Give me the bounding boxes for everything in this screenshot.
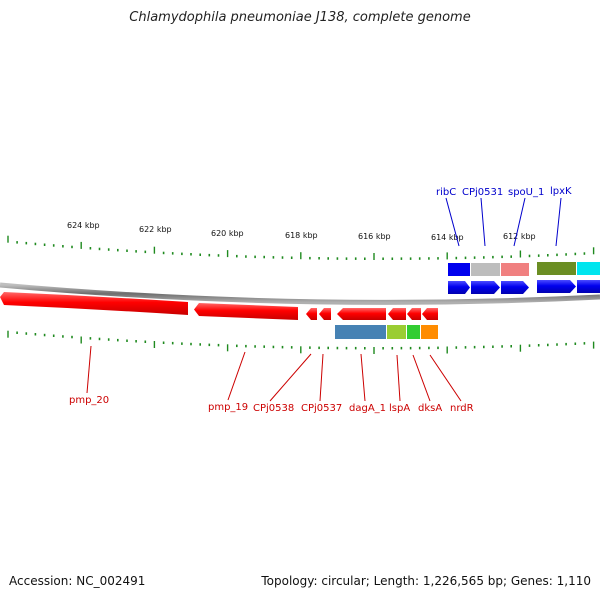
gene-arrow-dagA_1[interactable] xyxy=(337,308,386,320)
gene-arrow-forward-partial[interactable] xyxy=(577,280,600,293)
forward-labels: ribC CPj0531 spoU_1 lpxK xyxy=(436,186,572,198)
leader-line-nrdR xyxy=(429,354,462,402)
scale-label: 612 kbp xyxy=(503,232,536,241)
scale-label: 614 kbp xyxy=(431,233,464,242)
accession-label: Accession: NC_002491 xyxy=(9,574,146,588)
backbone-arc xyxy=(0,282,600,305)
leader-line-CPj0538 xyxy=(269,353,312,402)
gene-label-nrdR[interactable]: nrdR xyxy=(450,403,474,414)
gene-label-spoU_1[interactable]: spoU_1 xyxy=(508,187,544,198)
gene-arrow-CPj0537[interactable] xyxy=(319,308,331,320)
category-bar xyxy=(501,263,529,276)
gene-label-ribC[interactable]: ribC xyxy=(436,187,456,198)
forward-category-bars xyxy=(448,262,600,276)
gene-label-pmp_20[interactable]: pmp_20 xyxy=(69,395,109,406)
gene-label-CPj0531[interactable]: CPj0531 xyxy=(462,187,503,198)
forward-strand-genes xyxy=(448,280,600,294)
leader-line-CPj0531 xyxy=(480,197,486,247)
gene-label-CPj0537[interactable]: CPj0537 xyxy=(301,403,342,414)
gene-label-pmp_19[interactable]: pmp_19 xyxy=(208,402,248,413)
leader-line-dksA xyxy=(412,354,431,402)
leader-line-dagA_1 xyxy=(360,353,366,402)
gene-label-lpxK[interactable]: lpxK xyxy=(550,186,572,197)
category-bar xyxy=(537,262,576,275)
gene-arrow-pmp_19[interactable] xyxy=(194,303,298,320)
reverse-strand-genes xyxy=(0,292,438,320)
category-bar xyxy=(387,325,406,339)
category-bar xyxy=(471,263,500,276)
gene-arrow-ribC[interactable] xyxy=(448,281,470,294)
scale-label: 622 kbp xyxy=(139,225,172,234)
category-bar xyxy=(448,263,470,276)
leader-line-CPj0537 xyxy=(319,353,324,402)
scale-label: 618 kbp xyxy=(285,231,318,240)
forward-leader-lines xyxy=(445,197,562,247)
leader-line-lpxK xyxy=(555,197,562,247)
leader-line-spoU_1 xyxy=(513,197,526,247)
lower-tick-row xyxy=(7,330,595,354)
leader-line-lspA xyxy=(396,354,401,402)
leader-line-ribC xyxy=(445,197,460,247)
gene-label-dksA[interactable]: dksA xyxy=(418,403,442,414)
reverse-leader-lines xyxy=(86,345,462,402)
scale-label: 620 kbp xyxy=(211,229,244,238)
gene-label-dagA_1[interactable]: dagA_1 xyxy=(349,403,386,414)
category-bar xyxy=(421,325,438,339)
gene-arrow-nrdR[interactable] xyxy=(422,308,438,320)
upper-tick-row xyxy=(7,235,595,260)
category-bar xyxy=(335,325,386,339)
category-bar xyxy=(407,325,420,339)
gene-arrow-lpxK[interactable] xyxy=(537,280,576,293)
gene-arrow-dksA[interactable] xyxy=(407,308,421,320)
gene-label-CPj0538[interactable]: CPj0538 xyxy=(253,403,294,414)
genome-summary: Topology: circular; Length: 1,226,565 bp… xyxy=(261,574,591,588)
leader-line-pmp_19 xyxy=(227,351,246,401)
gene-arrow-CPj0531[interactable] xyxy=(471,281,500,294)
gene-label-lspA[interactable]: lspA xyxy=(389,403,410,414)
scale-label: 616 kbp xyxy=(358,232,391,241)
gene-arrow-spoU_1[interactable] xyxy=(501,281,529,294)
gene-arrow-CPj0538[interactable] xyxy=(306,308,317,320)
scale-label: 624 kbp xyxy=(67,221,100,230)
category-bar xyxy=(577,262,600,275)
reverse-labels: pmp_20 pmp_19 CPj0538 CPj0537 dagA_1 lsp… xyxy=(69,395,474,414)
map-title: Chlamydophila pneumoniae J138, complete … xyxy=(129,10,471,25)
leader-line-pmp_20 xyxy=(86,345,92,394)
gene-arrow-lspA[interactable] xyxy=(388,308,406,320)
reverse-category-bars xyxy=(335,325,438,339)
gene-arrow-pmp_20[interactable] xyxy=(0,292,188,315)
scale-labels: 624 kbp 622 kbp 620 kbp 618 kbp 616 kbp … xyxy=(67,221,536,242)
